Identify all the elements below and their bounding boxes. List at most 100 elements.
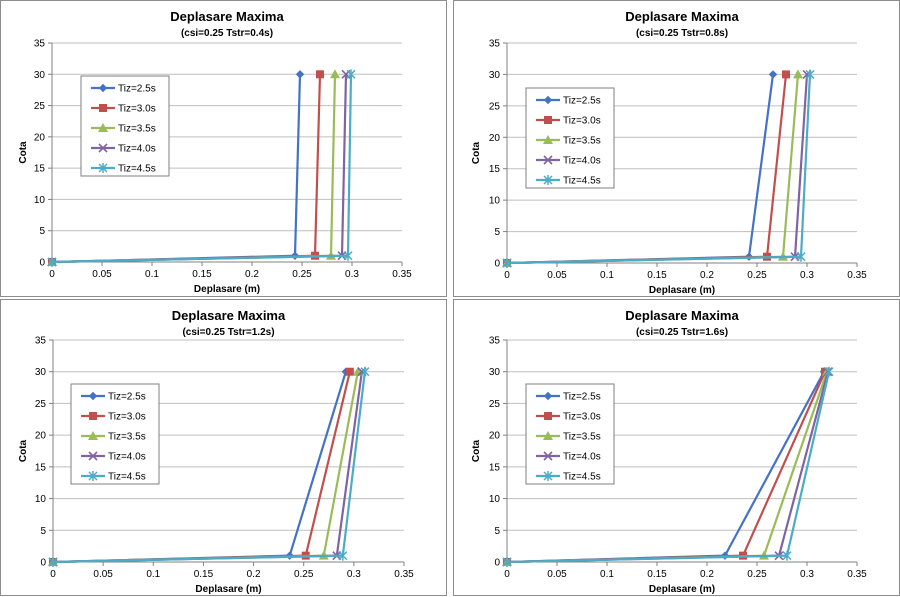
x-tick-label: 0.05: [547, 569, 567, 580]
legend-marker-4: [543, 155, 553, 165]
y-tick-label: 25: [34, 101, 46, 112]
y-tick-label: 20: [35, 431, 47, 442]
y-tick-label: 15: [35, 462, 47, 473]
y-tick-label: 25: [35, 399, 47, 410]
x-tick-label: 0.2: [700, 270, 714, 281]
y-tick-label: 25: [489, 399, 501, 410]
x-tick-label: 0.05: [547, 270, 567, 281]
legend-label-3: Tiz=3.5s: [108, 432, 146, 443]
legend-marker-1: [98, 83, 108, 93]
data-point-series-2: [782, 70, 790, 79]
legend-marker-2: [544, 412, 552, 420]
legend-label-4: Tiz=4.0s: [563, 156, 601, 167]
legend-box: [80, 75, 170, 177]
x-tick-label: 0: [504, 569, 510, 580]
x-tick-label: 0.3: [347, 569, 361, 580]
x-tick-label: 0.05: [93, 569, 113, 580]
x-tick-label: 0.05: [92, 269, 112, 280]
legend-label-2: Tiz=3.0s: [563, 412, 601, 423]
legend-label-5: Tiz=4.5s: [108, 472, 146, 483]
x-axis-label: Deplasare (m): [194, 284, 260, 295]
y-tick-label: 20: [489, 431, 501, 442]
y-axis-label: Cota: [18, 141, 29, 164]
legend-label-4: Tiz=4.0s: [108, 452, 146, 463]
data-point-series-5: [343, 250, 353, 261]
y-tick-label: 35: [34, 39, 46, 50]
y-tick-label: 10: [489, 494, 501, 505]
chart-title: Deplasare Maxima: [625, 9, 739, 24]
legend-label-5: Tiz=4.5s: [563, 472, 601, 483]
chart-panel-2: Deplasare Maxima (csi=0.25 Tstr=0.8s) 0 5 10…: [453, 0, 900, 297]
y-tick-label: 35: [489, 39, 501, 50]
legend-label-2: Tiz=3.0s: [108, 412, 146, 423]
x-tick-label: 0.25: [747, 569, 767, 580]
x-tick-label: 0.15: [647, 270, 667, 281]
y-tick-label: 0: [494, 259, 500, 270]
legend-label-1: Tiz=2.5s: [118, 84, 156, 95]
legend-label-4: Tiz=4.0s: [118, 144, 156, 155]
y-tick-label: 0: [39, 258, 45, 269]
chart-title: Deplasare Maxima: [625, 308, 739, 323]
chart-subtitle: (csi=0.25 Tstr=0.8s): [636, 28, 728, 39]
chart-panel-4: Deplasare Maxima (csi=0.25 Tstr=1.6s) 0 5 10…: [453, 299, 900, 596]
legend-box: [525, 87, 615, 189]
chart-subtitle: (csi=0.25 Tstr=0.4s): [181, 28, 273, 39]
y-tick-label: 5: [40, 526, 46, 537]
data-point-series-5: [338, 550, 348, 561]
y-tick-label: 10: [489, 196, 501, 207]
legend-label-3: Tiz=3.5s: [563, 432, 601, 443]
chart-title: Deplasare Maxima: [170, 9, 284, 24]
x-axis-label: Deplasare (m): [195, 584, 261, 595]
y-tick-label: 20: [489, 133, 501, 144]
data-point-series-5: [824, 366, 834, 377]
x-tick-label: 0.15: [194, 569, 214, 580]
x-tick-label: 0.1: [600, 270, 614, 281]
x-tick-label: 0: [49, 269, 55, 280]
legend-marker-5: [543, 471, 553, 481]
legend-label-2: Tiz=3.0s: [118, 104, 156, 115]
y-tick-label: 5: [39, 226, 45, 237]
x-tick-label: 0.2: [700, 569, 714, 580]
chart-panel-3: Deplasare Maxima (csi=0.25 Tstr=1.2s) 0 5 10…: [0, 299, 447, 596]
x-tick-label: 0.35: [847, 569, 867, 580]
legend-marker-5: [543, 175, 553, 185]
y-tick-label: 25: [489, 101, 501, 112]
legend-marker-4: [543, 451, 553, 461]
x-tick-label: 0.3: [345, 269, 359, 280]
data-point-series-3: [330, 69, 340, 79]
legend-label-2: Tiz=3.0s: [563, 116, 601, 127]
data-point-series-1: [768, 70, 778, 79]
y-tick-label: 30: [489, 70, 501, 81]
legend-marker-1: [543, 95, 553, 105]
x-axis-label: Deplasare (m): [649, 584, 715, 595]
data-point-series-5: [346, 69, 356, 80]
data-point-series-3: [793, 69, 803, 79]
y-tick-label: 35: [35, 336, 47, 347]
x-tick-label: 0.25: [292, 269, 312, 280]
legend-box: [525, 383, 615, 485]
chart-svg-1: Deplasare Maxima (csi=0.25 Tstr=0.4s) 0 5 10…: [18, 9, 412, 295]
x-tick-label: 0.15: [647, 569, 667, 580]
x-tick-label: 0.25: [747, 270, 767, 281]
legend-label-3: Tiz=3.5s: [118, 124, 156, 135]
data-point-series-1: [295, 70, 305, 79]
data-point-series-5: [360, 366, 370, 377]
data-point-series-5: [782, 550, 792, 561]
y-tick-label: 35: [489, 336, 501, 347]
y-axis-label: Cota: [471, 439, 482, 462]
data-point-series-5: [502, 557, 512, 567]
y-tick-label: 15: [489, 462, 501, 473]
y-tick-label: 15: [34, 164, 46, 175]
x-tick-label: 0.3: [800, 569, 814, 580]
legend-marker-2: [99, 104, 107, 112]
data-point-series-5: [502, 258, 512, 268]
legend-label-4: Tiz=4.0s: [563, 452, 601, 463]
y-axis-label: Cota: [471, 141, 482, 164]
y-axis-label: Cota: [18, 439, 29, 462]
x-axis-label: Deplasare (m): [649, 285, 715, 296]
y-tick-label: 30: [489, 367, 501, 378]
y-tick-label: 15: [489, 164, 501, 175]
x-tick-label: 0.2: [247, 569, 261, 580]
x-tick-label: 0.15: [192, 269, 212, 280]
data-point-series-5: [47, 257, 57, 267]
